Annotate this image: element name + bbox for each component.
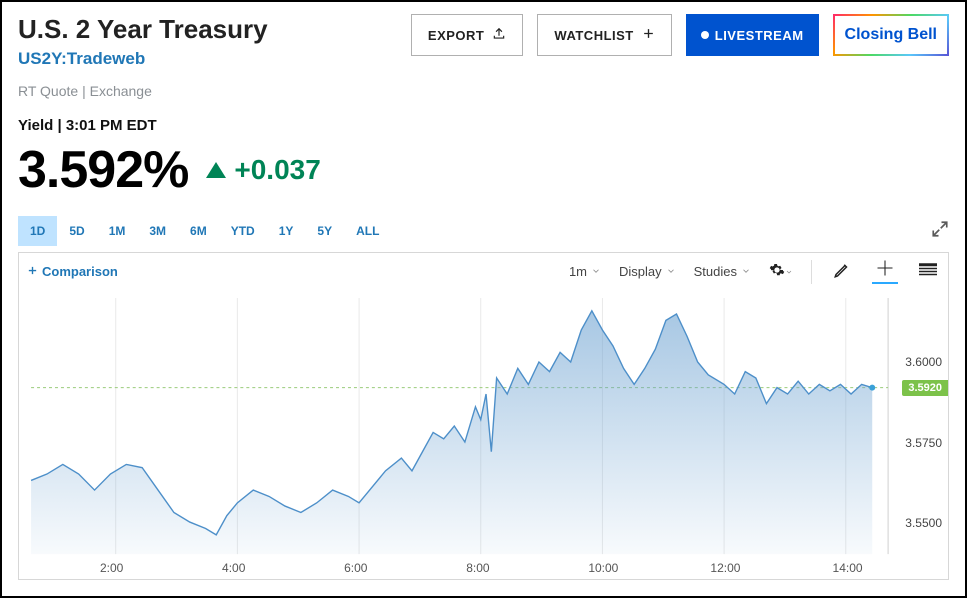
x-tick-label: 12:00 — [710, 561, 740, 575]
upload-icon — [492, 27, 506, 44]
y-tick-label: 3.6000 — [905, 355, 942, 369]
gear-icon — [769, 262, 785, 281]
instrument-title: U.S. 2 Year Treasury — [18, 14, 268, 45]
chevron-down-icon — [666, 264, 676, 279]
livestream-label: LIVESTREAM — [715, 28, 804, 43]
interval-dropdown[interactable]: 1m — [569, 264, 601, 279]
range-button-5d[interactable]: 5D — [57, 216, 96, 246]
quote-subline: RT Quote | Exchange — [18, 83, 949, 99]
x-tick-label: 6:00 — [344, 561, 367, 575]
x-tick-label: 10:00 — [588, 561, 618, 575]
x-tick-label: 4:00 — [222, 561, 245, 575]
pencil-icon — [833, 261, 851, 282]
table-icon — [919, 263, 937, 280]
settings-button[interactable] — [769, 260, 793, 284]
range-buttons: 1D5D1M3M6MYTD1Y5YALL — [18, 216, 391, 246]
yield-time-label: Yield | 3:01 PM EDT — [18, 117, 949, 134]
y-tick-label: 3.5750 — [905, 436, 942, 450]
range-button-6m[interactable]: 6M — [178, 216, 219, 246]
quote-change: +0.037 — [206, 154, 320, 186]
range-button-5y[interactable]: 5Y — [305, 216, 344, 246]
chevron-down-icon — [741, 264, 751, 279]
price-chart — [19, 290, 948, 579]
quote-block: 3.592% +0.037 — [18, 140, 949, 200]
current-value-badge: 3.5920 — [902, 380, 948, 396]
quote-change-value: +0.037 — [234, 154, 320, 186]
crosshair-button[interactable] — [872, 259, 898, 284]
triangle-up-icon — [206, 162, 226, 178]
separator — [811, 260, 812, 284]
range-button-1d[interactable]: 1D — [18, 216, 57, 246]
draw-button[interactable] — [830, 260, 854, 284]
export-button[interactable]: EXPORT — [411, 14, 523, 56]
interval-label: 1m — [569, 264, 587, 279]
app-container: U.S. 2 Year Treasury US2Y:Tradeweb EXPOR… — [0, 0, 967, 598]
active-underline — [872, 282, 898, 284]
livestream-button[interactable]: LIVESTREAM — [686, 14, 819, 56]
range-button-3m[interactable]: 3M — [137, 216, 178, 246]
closing-bell-label: Closing Bell — [845, 26, 937, 43]
title-block: U.S. 2 Year Treasury US2Y:Tradeweb — [18, 14, 268, 69]
range-button-1m[interactable]: 1M — [97, 216, 138, 246]
y-tick-label: 3.5500 — [905, 516, 942, 530]
chevron-down-icon — [785, 264, 793, 279]
table-view-button[interactable] — [916, 260, 940, 284]
x-tick-label: 14:00 — [833, 561, 863, 575]
chevron-down-icon — [591, 264, 601, 279]
display-label: Display — [619, 264, 662, 279]
plus-icon — [642, 27, 655, 43]
range-button-all[interactable]: ALL — [344, 216, 391, 246]
header-buttons: EXPORT WATCHLIST LIVESTREAM Closing Bell — [411, 14, 949, 56]
display-dropdown[interactable]: Display — [619, 264, 676, 279]
chart-toolbar: Comparison 1m Display Studies — [18, 252, 949, 290]
plus-small-icon — [27, 264, 38, 279]
range-row: 1D5D1M3M6MYTD1Y5YALL — [18, 216, 949, 246]
x-tick-label: 2:00 — [100, 561, 123, 575]
comparison-label: Comparison — [42, 264, 118, 279]
expand-icon[interactable] — [931, 220, 949, 243]
live-dot-icon — [701, 31, 709, 39]
chart-area[interactable]: 3.5920 3.6000 3.5750 3.5500 2:00 4:00 6:00 8:0… — [18, 290, 949, 580]
studies-dropdown[interactable]: Studies — [694, 264, 751, 279]
watchlist-button[interactable]: WATCHLIST — [537, 14, 671, 56]
export-label: EXPORT — [428, 28, 484, 43]
header-row: U.S. 2 Year Treasury US2Y:Tradeweb EXPOR… — [18, 14, 949, 69]
watchlist-label: WATCHLIST — [554, 28, 633, 43]
crosshair-icon — [876, 259, 894, 280]
x-tick-label: 8:00 — [466, 561, 489, 575]
quote-value: 3.592% — [18, 140, 188, 200]
toolbar-right: 1m Display Studies — [569, 259, 940, 284]
comparison-button[interactable]: Comparison — [27, 264, 118, 279]
instrument-symbol[interactable]: US2Y:Tradeweb — [18, 49, 268, 69]
range-button-ytd[interactable]: YTD — [219, 216, 267, 246]
range-button-1y[interactable]: 1Y — [267, 216, 306, 246]
closing-bell-button[interactable]: Closing Bell — [833, 14, 949, 56]
studies-label: Studies — [694, 264, 737, 279]
